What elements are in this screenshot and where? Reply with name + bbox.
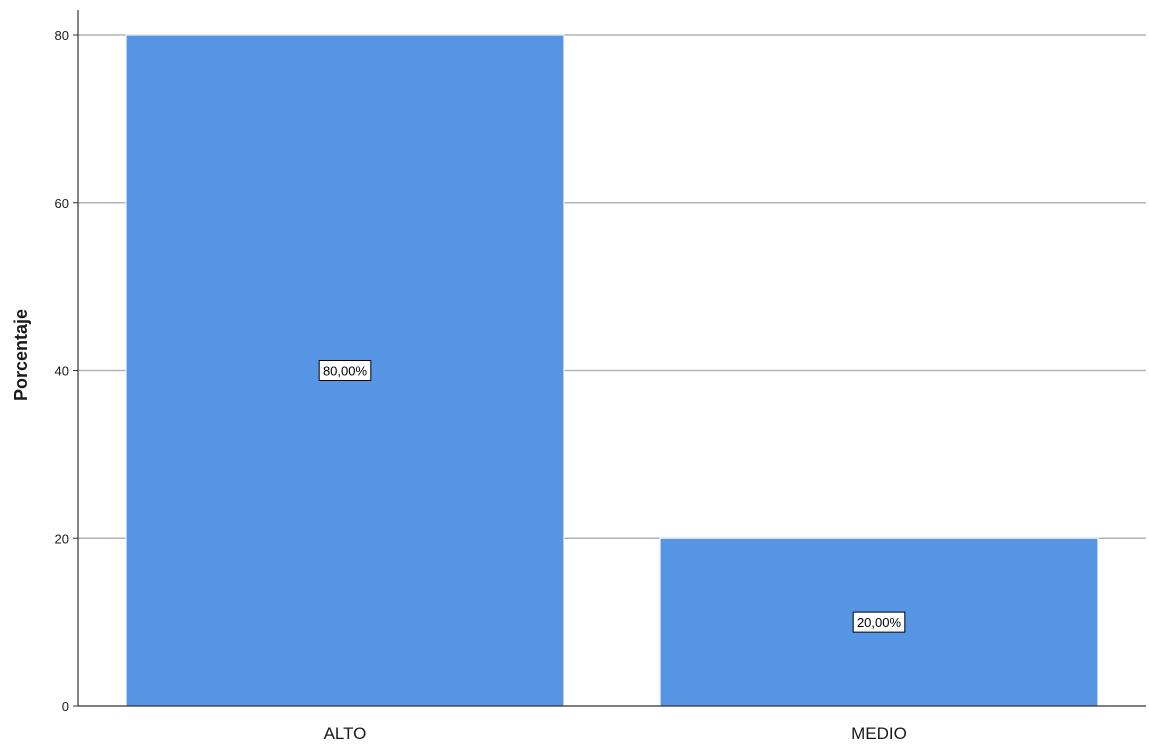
- y-axis-title: Porcentaje: [11, 309, 31, 401]
- data-label-text: 80,00%: [323, 364, 368, 379]
- y-tick-label: 80: [55, 28, 69, 43]
- x-category-label: MEDIO: [851, 724, 907, 743]
- data-label-box: [852, 611, 906, 633]
- data-label: 80,00%: [318, 360, 372, 381]
- y-tick-label: 20: [55, 531, 69, 546]
- data-label: 20,00%: [852, 611, 906, 633]
- data-label-text: 20,00%: [857, 615, 902, 630]
- x-category-label: ALTO: [324, 724, 367, 743]
- y-tick-label: 40: [55, 364, 69, 379]
- y-tick-label: 0: [62, 699, 69, 714]
- y-tick-label: 60: [55, 196, 69, 211]
- labels: 0 20 40 60 80 ALTO 80,00% MEDIO 20,00%: [55, 28, 907, 743]
- axes: [73, 10, 1146, 707]
- data-label-box: [318, 360, 372, 381]
